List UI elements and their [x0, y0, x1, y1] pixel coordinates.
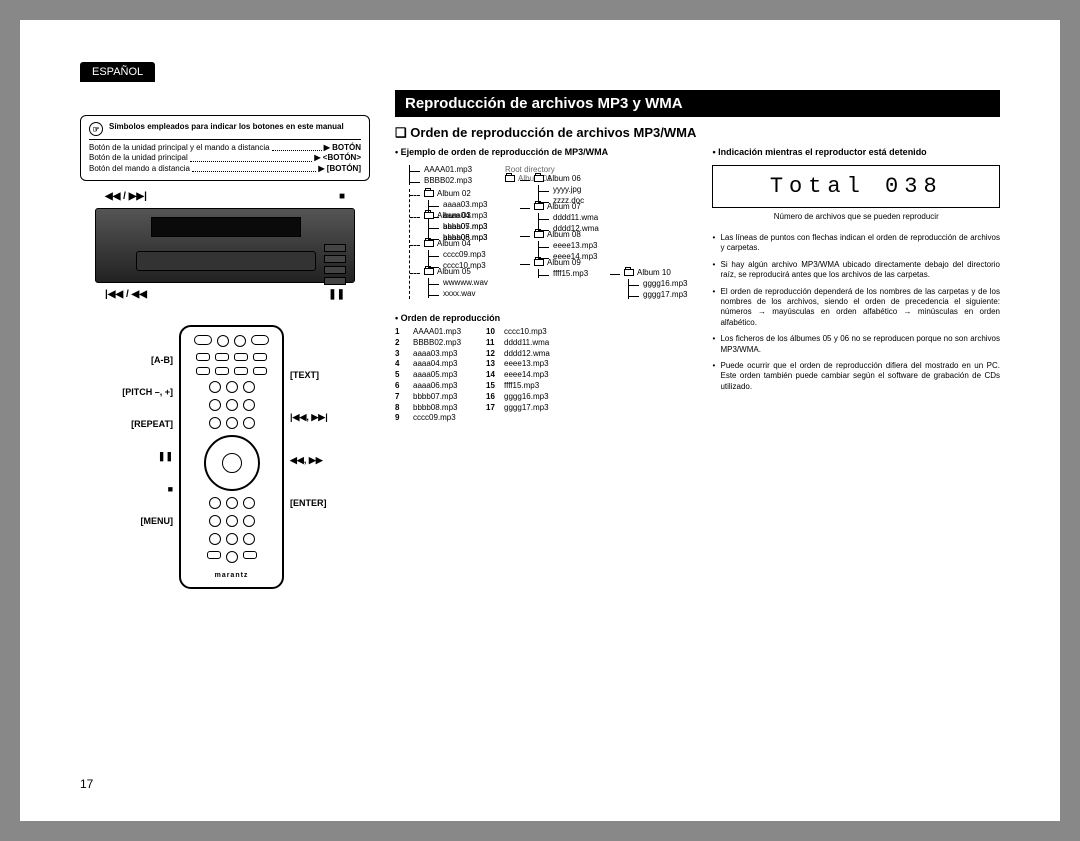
order-list-b: 10cccc10.mp311dddd11.wma12dddd12.wma13ee…	[486, 327, 550, 424]
folder-tree: AAAA01.mp3BBBB02.mp3Root directoryAlbum …	[405, 165, 687, 299]
indication-subcolumn: • Indicación mientras el reproductor est…	[712, 147, 1000, 424]
symbol-heading: Símbolos empleados para indicar los boto…	[109, 122, 344, 131]
page-title: Reproducción de archivos MP3 y WMA	[395, 90, 1000, 117]
lcd-display: Total 038	[712, 165, 1000, 208]
hand-icon: ☞	[89, 122, 103, 136]
page-number: 17	[80, 777, 93, 791]
left-column: ☞ Símbolos empleados para indicar los bo…	[80, 90, 370, 791]
example-subcolumn: • Ejemplo de orden de reproducción de MP…	[395, 147, 687, 424]
device-diagram: ◀◀ / ▶▶| ■ |◀◀ / ◀◀ ❚❚	[80, 191, 370, 300]
cd-player-illustration	[95, 208, 355, 283]
manual-page: ESPAÑOL ☞ Símbolos empleados para indica…	[20, 20, 1060, 821]
remote-illustration: marantz	[179, 325, 284, 589]
symbol-legend-box: ☞ Símbolos empleados para indicar los bo…	[80, 115, 370, 181]
order-heading: • Orden de reproducción	[395, 313, 687, 323]
notes-list: Las líneas de puntos con flechas indican…	[712, 233, 1000, 392]
language-tab: ESPAÑOL	[80, 62, 155, 82]
section-heading: Orden de reproducción de archivos MP3/WM…	[395, 125, 1000, 141]
right-column: Reproducción de archivos MP3 y WMA Orden…	[395, 90, 1000, 791]
order-list-a: 1AAAA01.mp32BBBB02.mp33aaaa03.mp34aaaa04…	[395, 327, 461, 424]
remote-diagram: [A-B] [PITCH –, +] [REPEAT] ❚❚ ■ [MENU]	[80, 325, 370, 589]
nav-ring	[204, 435, 260, 491]
